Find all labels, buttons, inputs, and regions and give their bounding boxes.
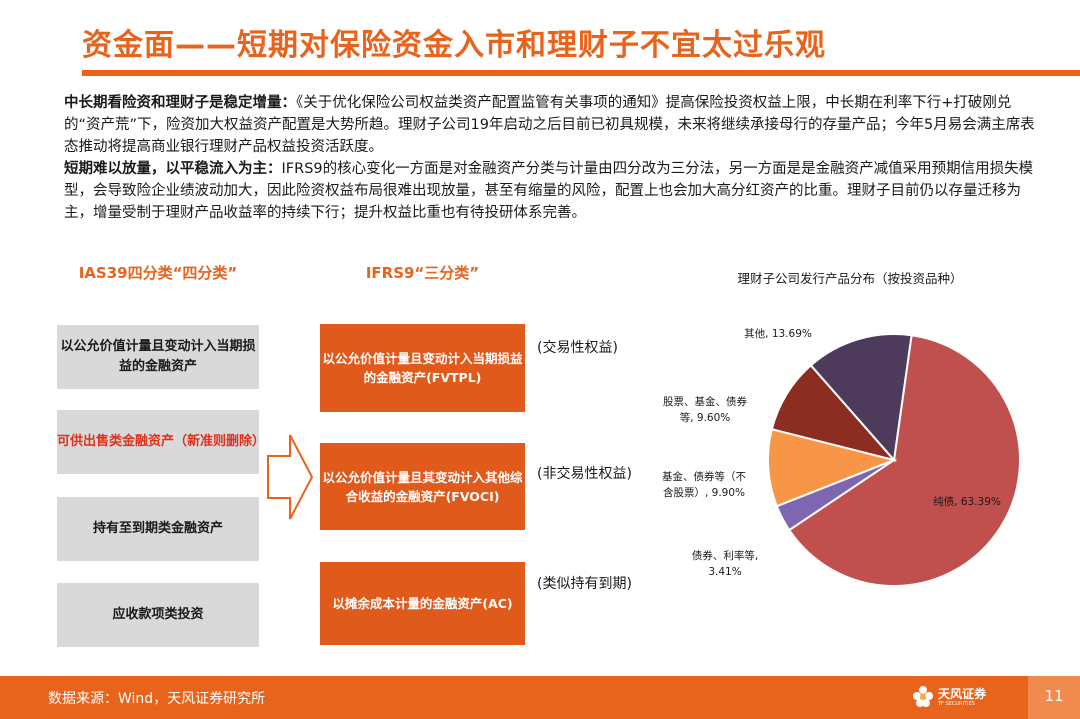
page-number-box: 11 — [1028, 676, 1080, 719]
ias39-box-afs: 可供出售类金融资产（新准则删除） — [57, 410, 265, 474]
data-source: 数据来源：Wind，天风证券研究所 — [48, 691, 266, 707]
flower-logo-icon — [913, 686, 933, 707]
ias39-box-htm: 持有至到期类金融资产 — [57, 497, 259, 561]
paragraph-long-term-body: 《关于优化保险公司权益类资产配置监管有关事项的通知》提高保险投资权益上限，中长期… — [64, 95, 1035, 155]
ifrs9-note-trading: (交易性权益) — [537, 340, 618, 356]
paragraph-short-term-lead: 短期难以放量，以平稳流入为主： — [64, 161, 282, 177]
ifrs9-heading: IFRS9“三分类” — [365, 264, 480, 282]
pie-label-pure-bond: 纯债, 63.39% — [933, 496, 1001, 508]
ifrs9-box-fvtpl: 以公允价值计量且变动计入当期损益的金融资产(FVTPL) — [320, 324, 525, 412]
logo-name: 天风证券 — [938, 687, 987, 701]
paragraph-long-term: 中长期看险资和理财子是稳定增量：《关于优化保险公司权益类资产配置监管有关事项的通… — [64, 92, 1039, 158]
paragraph-long-term-lead: 中长期看险资和理财子是稳定增量： — [64, 95, 296, 111]
footer-bar: 数据来源：Wind，天风证券研究所 天风证券 TF SECURITIES 11 — [0, 676, 1080, 719]
pie-label-fund-bond: 基金、债券等（不含股票）, 9.90% — [662, 471, 746, 499]
pie-label-other: 其他, 13.69% — [744, 328, 812, 340]
page-number: 11 — [1044, 687, 1064, 705]
company-logo: 天风证券 TF SECURITIES — [912, 684, 1012, 712]
pie-slice-stock-fund-bond — [770, 363, 897, 462]
pie-slice-other — [809, 333, 913, 463]
ifrs9-note-non-trading: (非交易性权益) — [537, 466, 632, 482]
ias39-heading: IAS39四分类“四分类” — [78, 264, 238, 282]
pie-slice-pure-bond — [787, 334, 1021, 587]
pie-slice-fund-bond — [767, 427, 898, 508]
pie-label-stock-fund-bond: 股票、基金、债券等, 9.60% — [663, 396, 747, 424]
pie-chart-title: 理财子公司发行产品分布（按投资品种） — [737, 271, 963, 286]
ifrs9-box-ac: 以摊余成本计量的金融资产(AC) — [320, 562, 525, 645]
paragraph-short-term-body: IFRS9的核心变化一方面是对金融资产分类与计量由四分改为三分法，另一方面是是金… — [64, 161, 1034, 221]
title-underline — [82, 70, 1080, 76]
ifrs9-note-htm-like: (类似持有到期) — [537, 576, 632, 592]
page-title: 资金面——短期对保险资金入市和理财子不宜太过乐观 — [82, 28, 826, 63]
pie-chart — [767, 333, 1021, 587]
pie-label-bond-rate: 债券、利率等, 3.41% — [691, 550, 759, 578]
right-arrow-icon — [267, 434, 314, 520]
ifrs9-box-fvoci: 以公允价值计量且其变动计入其他综合收益的金融资产(FVOCI) — [320, 443, 525, 530]
paragraph-short-term: 短期难以放量，以平稳流入为主：IFRS9的核心变化一方面是对金融资产分类与计量由… — [64, 158, 1039, 224]
ias39-box-receivables: 应收款项类投资 — [57, 583, 259, 647]
ias39-box-fvtpl: 以公允价值计量且变动计入当期损益的金融资产 — [57, 325, 259, 389]
logo-subtitle: TF SECURITIES — [938, 701, 975, 707]
